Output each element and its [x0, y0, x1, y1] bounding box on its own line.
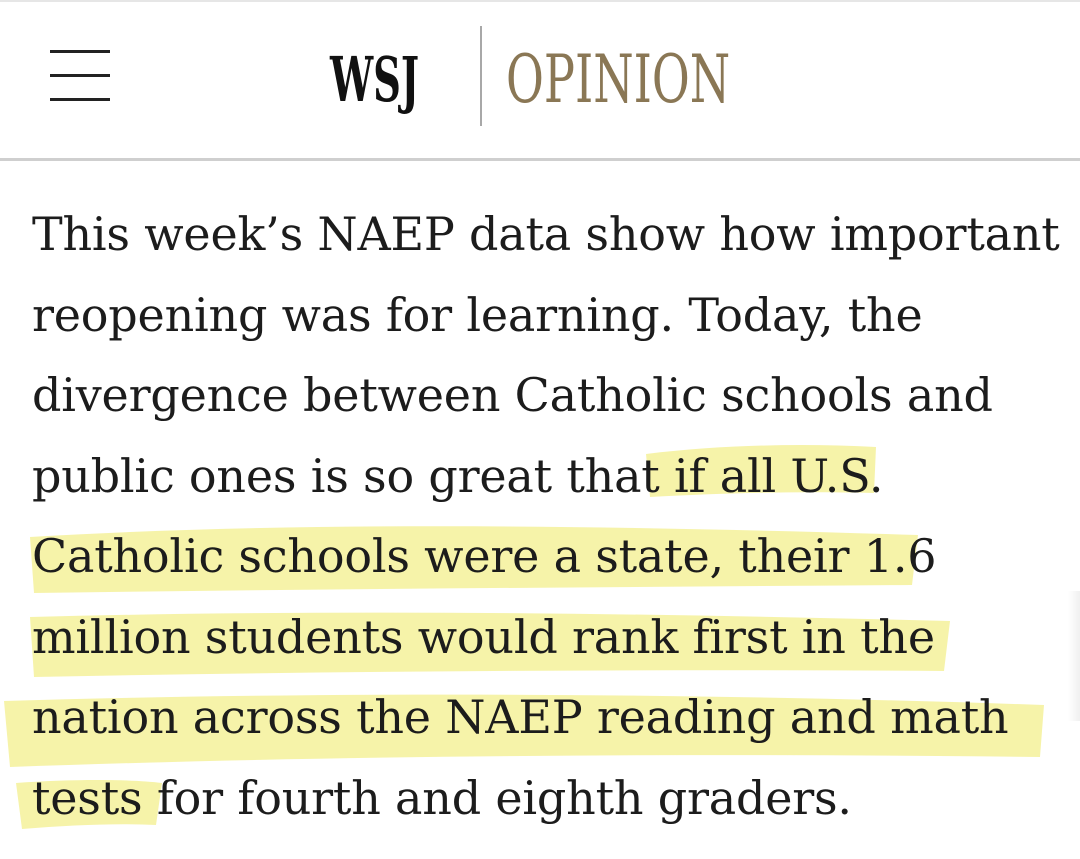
highlight-stroke [30, 612, 950, 677]
highlighted-text-segment: tests [32, 770, 157, 825]
logo-divider [480, 26, 482, 126]
highlight-stroke [30, 526, 918, 593]
text-line: reopening was for learning. Today, the [32, 275, 1072, 356]
text-line: This week’s NAEP data show how important [32, 194, 1072, 275]
opinion-section-label: OPINION [506, 41, 731, 118]
text-segment: reopening was for learning. Today, the [32, 287, 923, 342]
text-line: Catholic schools were a state, their 1.6 [32, 516, 1072, 597]
top-border [0, 0, 1080, 2]
highlighted-text-segment: if all U.S. [674, 448, 884, 503]
text-segment: public ones is so great that [32, 448, 674, 503]
highlighted-text-segment: nation across the NAEP reading and math [32, 690, 1009, 744]
text-line: tests for fourth and eighth graders. [32, 758, 1072, 839]
hamburger-menu-icon[interactable] [44, 44, 116, 108]
highlighted-text-segment: Catholic schools were a state, their 1.6 [32, 529, 937, 583]
text-line: public ones is so great that if all U.S. [32, 436, 1072, 517]
masthead-logo[interactable]: WSJ OPINION [0, 22, 1080, 134]
text-segment: for fourth and eighth graders. [156, 770, 852, 825]
highlighted-text-segment: million students would rank first in the [32, 609, 935, 664]
scroll-edge-shadow [1068, 591, 1080, 721]
text-line: nation across the NAEP reading and math [32, 677, 1072, 758]
wsj-logo-text: WSJ [330, 43, 420, 116]
article-excerpt: This week’s NAEP data show how important… [0, 161, 1080, 859]
header-divider [0, 158, 1080, 161]
highlighter-marks [4, 445, 1044, 829]
highlight-stroke [16, 780, 162, 829]
article-text: This week’s NAEP data show how important… [32, 194, 1072, 838]
text-segment: This week’s NAEP data show how important [32, 207, 1060, 261]
text-segment: divergence between Catholic schools and [32, 368, 993, 422]
highlight-stroke [4, 694, 1044, 767]
text-line: million students would rank first in the [32, 597, 1072, 678]
text-line: divergence between Catholic schools and [32, 355, 1072, 436]
site-header: WSJ OPINION [0, 2, 1080, 158]
highlight-stroke [646, 445, 876, 497]
